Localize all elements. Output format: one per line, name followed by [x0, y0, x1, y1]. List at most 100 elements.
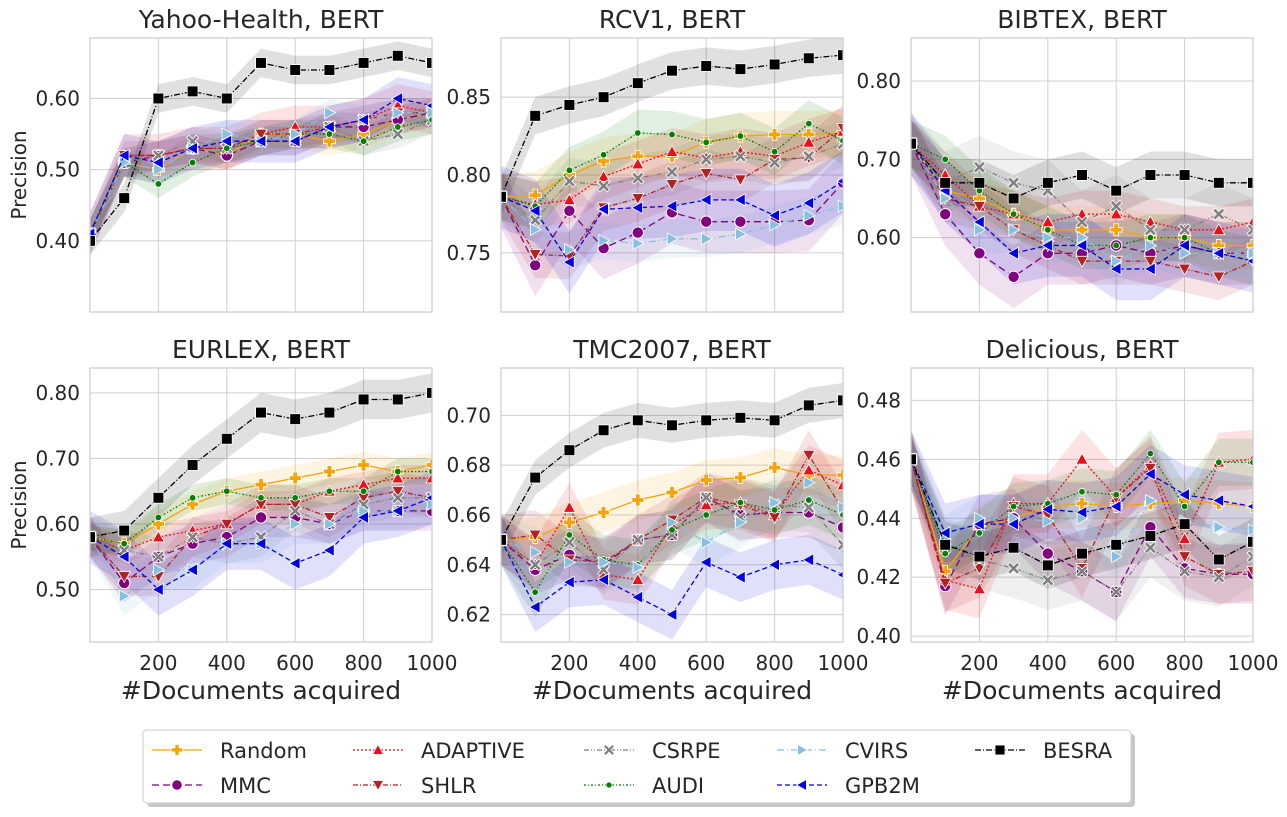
data-point-random: [1109, 223, 1123, 237]
ci-band-audi: [911, 120, 1253, 285]
data-point-cvirs: [940, 191, 953, 206]
data-point-audi: [188, 494, 197, 502]
data-point-cvirs: [1145, 238, 1158, 253]
data-point-audi: [223, 487, 231, 495]
y-tick-label: 0.44: [856, 506, 901, 530]
data-point-csrpe: [391, 127, 405, 141]
x-axis-label: #Documents acquired: [121, 676, 401, 705]
plot-frame: [910, 367, 1254, 643]
data-point-gpb2m: [219, 134, 232, 148]
data-point-csrpe: [836, 538, 843, 552]
legend-marker-besra: [994, 744, 1006, 756]
data-point-gpb2m: [1177, 238, 1190, 253]
data-point-besra: [1110, 184, 1123, 197]
data-point-besra: [220, 432, 233, 445]
data-point-random: [425, 458, 432, 472]
ci-band-audi: [501, 100, 843, 230]
data-point-cvirs: [426, 497, 432, 512]
y-tick-label: 0.50: [35, 578, 80, 602]
series-line-audi: [911, 452, 1253, 555]
data-point-cvirs: [837, 500, 843, 515]
y-tick-label: 0.62: [446, 603, 491, 627]
ci-band-mmc: [90, 491, 432, 603]
data-point-gpb2m: [699, 555, 712, 569]
y-tick-label: 0.85: [446, 85, 491, 109]
data-point-shlr: [972, 563, 987, 576]
chart-title: EURLEX, BERT: [172, 335, 351, 364]
data-point-shlr: [699, 168, 713, 181]
ci-band-besra: [911, 435, 1253, 589]
data-point-shlr: [220, 518, 234, 531]
data-point-shlr: [1143, 255, 1158, 268]
y-tick-label: 0.68: [446, 453, 491, 477]
legend-item-audi: AUDI: [584, 774, 704, 798]
series-line-shlr: [90, 112, 432, 234]
data-point-csrpe: [665, 165, 679, 179]
data-point-adaptive: [391, 471, 405, 484]
data-point-adaptive: [802, 463, 816, 476]
data-point-audi: [394, 123, 402, 131]
data-point-cvirs: [803, 208, 816, 223]
data-point-besra: [563, 444, 576, 456]
data-point-gpb2m: [1075, 238, 1088, 253]
data-point-cvirs: [1111, 549, 1124, 564]
legend-marker-shlr: [371, 780, 385, 792]
data-point-adaptive: [1109, 207, 1123, 220]
data-point-gpb2m: [1006, 517, 1019, 531]
data-point-gpb2m: [322, 543, 335, 557]
data-point-besra: [426, 57, 432, 69]
data-point-audi: [325, 130, 334, 138]
data-point-besra: [529, 110, 541, 122]
series-line-mmc: [501, 496, 843, 571]
legend-label: CSRPE: [652, 739, 721, 763]
data-point-adaptive: [1246, 215, 1253, 228]
data-point-cvirs: [735, 227, 748, 241]
data-point-cvirs: [632, 560, 645, 574]
data-point-besra: [529, 471, 541, 484]
legend-label: ADAPTIVE: [421, 739, 525, 763]
series-line-adaptive: [501, 130, 843, 206]
data-point-audi: [1146, 449, 1155, 458]
data-point-gpb2m: [1040, 238, 1053, 253]
legend-marker-random: [171, 744, 183, 756]
legend-label: SHLR: [421, 774, 476, 798]
x-tick-label: 400: [619, 651, 657, 675]
data-point-audi: [565, 531, 574, 539]
data-point-besra: [597, 91, 610, 103]
ci-band-besra: [90, 373, 432, 557]
data-point-gpb2m: [630, 590, 643, 604]
data-point-random: [699, 473, 713, 487]
data-point-audi: [223, 144, 231, 153]
chart-panel-1: 0.40 0.50 0.60 Yahoo-Health, BERT Precision: [7, 5, 433, 313]
legend-marker-csrpe: [602, 743, 616, 757]
y-tick-label: 0.40: [35, 229, 80, 253]
ci-band-shlr: [911, 120, 1253, 301]
data-point-csrpe: [802, 500, 816, 515]
data-point-gpb2m: [356, 113, 369, 127]
data-point-gpb2m: [390, 91, 403, 106]
legend-label: BESRA: [1043, 739, 1113, 763]
data-point-besra: [391, 393, 404, 406]
data-point-adaptive: [665, 144, 679, 157]
data-point-cvirs: [1179, 246, 1192, 260]
data-point-audi: [1146, 233, 1155, 242]
legend-marker-cvirs: [797, 743, 809, 757]
data-point-shlr: [254, 128, 268, 141]
data-point-random: [357, 458, 370, 472]
chart-title: RCV1, BERT: [599, 5, 746, 34]
series-line-cvirs: [501, 196, 843, 251]
data-point-cvirs: [974, 223, 987, 237]
series-line-gpb2m: [501, 180, 843, 264]
data-point-cvirs: [426, 106, 432, 120]
data-point-besra: [152, 92, 165, 105]
data-point-gpb2m: [972, 215, 985, 229]
data-point-gpb2m: [630, 201, 643, 215]
data-point-csrpe: [699, 490, 713, 505]
data-point-csrpe: [733, 149, 747, 163]
data-point-csrpe: [768, 155, 782, 170]
data-point-cvirs: [153, 563, 166, 577]
x-axis-label: #Documents acquired: [942, 676, 1222, 705]
data-point-besra: [632, 414, 644, 427]
data-point-audi: [770, 147, 779, 156]
